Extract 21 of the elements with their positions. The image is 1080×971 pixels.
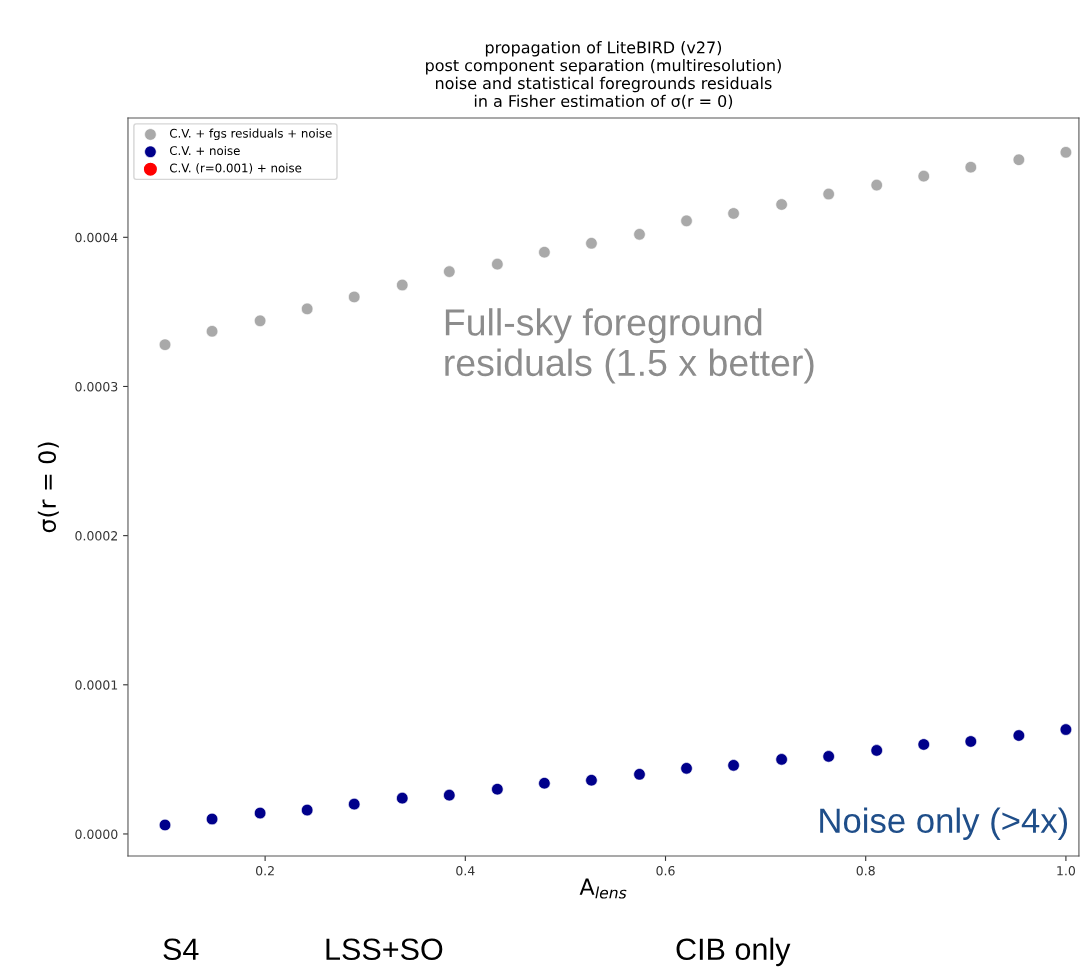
x-tick-label: 0.8 (856, 865, 875, 876)
y-tick-label: 0.0003 (75, 381, 118, 392)
y-tick-label: 0.0000 (75, 829, 118, 839)
annotation: Full-sky foreground residuals (1.5 x better) (445, 308, 814, 384)
x-tick-label: 0.2 (256, 865, 274, 876)
x-axis-title: A$_{lens}$ (579, 878, 627, 899)
legend-label: C.V. (r=0.001) + noise (169, 163, 302, 174)
y-tick-label: 0.0004 (75, 232, 118, 243)
chart-title: propagation of LiteBIRD (v27) post component separation (multiresolution) noise and statistical foregrounds residuals in a Fisher estimation of σ(r = 0) (426, 41, 781, 109)
x-tick-label: 1.0 (1057, 865, 1076, 876)
x-tick-label: 0.6 (656, 865, 675, 876)
text: CIB only (676, 937, 791, 967)
annotation: Noise only (>4x) (820, 807, 1068, 840)
legend-label: C.V. + fgs residuals + noise (169, 128, 332, 141)
text: S4 (163, 938, 199, 961)
text: LSS+SO (326, 938, 443, 961)
y-axis-title: σ(r = 0) (37, 442, 59, 533)
legend-label: C.V. + noise (169, 145, 240, 156)
y-tick-label: 0.0001 (75, 680, 118, 690)
y-tick-label: 0.0002 (75, 531, 118, 541)
x-tick-label: 0.4 (456, 865, 475, 876)
